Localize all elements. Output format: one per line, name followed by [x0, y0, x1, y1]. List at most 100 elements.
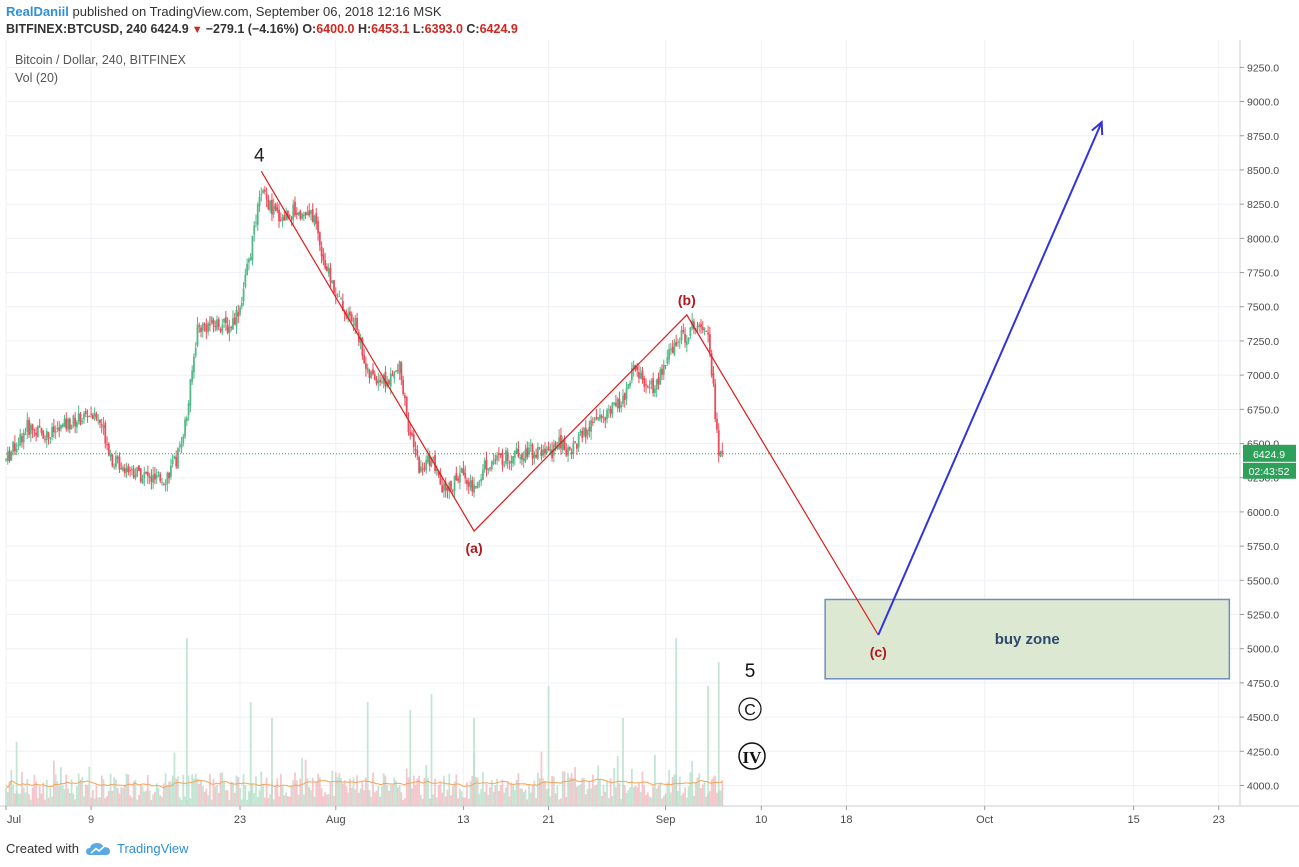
volume-bar	[182, 774, 185, 806]
candle-body	[576, 443, 578, 449]
candle-body	[590, 420, 592, 432]
volume-bar	[703, 781, 706, 806]
volume-bar	[497, 790, 500, 806]
volume-bar	[221, 772, 224, 806]
volume-bar	[666, 782, 669, 806]
candle-body	[405, 396, 408, 418]
candle-body	[531, 444, 534, 459]
volume-bar	[668, 770, 670, 806]
candle-body	[99, 419, 101, 424]
created-with-label: Created with	[6, 841, 79, 856]
candle-body	[315, 213, 318, 224]
volume-bar	[625, 792, 628, 806]
candle-body	[242, 288, 245, 302]
volume-bar	[184, 796, 186, 806]
volume-bar	[104, 798, 107, 806]
volume-bar	[455, 774, 458, 806]
candle-body	[583, 428, 585, 436]
volume-bar	[476, 777, 479, 806]
volume-bar	[506, 782, 509, 806]
candle-body	[515, 447, 518, 454]
candle-body	[326, 266, 328, 272]
volume-bar	[283, 795, 286, 806]
time-tick-label: Sep	[656, 814, 676, 826]
volume-bar	[570, 772, 573, 806]
candle-body	[83, 413, 85, 420]
volume-bar	[533, 780, 536, 806]
candle-body	[517, 449, 520, 457]
candle-body	[629, 382, 631, 386]
candle-body	[524, 449, 527, 462]
volume-bar	[205, 788, 208, 806]
candle-body	[668, 349, 670, 360]
time-tick-label: 21	[542, 814, 554, 826]
volume-bar	[368, 790, 371, 806]
volume-bar	[123, 784, 126, 806]
candle-body	[425, 459, 428, 471]
candle-body	[505, 450, 507, 464]
candle-body	[669, 348, 672, 350]
price-tick-label: 6750.0	[1247, 404, 1279, 416]
volume-bar	[285, 792, 288, 806]
volume-bar	[694, 781, 697, 806]
volume-bar	[132, 781, 135, 806]
candle-body	[17, 444, 20, 447]
candle-body	[441, 485, 444, 493]
volume-bar	[67, 788, 69, 806]
volume-bar	[136, 799, 139, 806]
candle-body	[260, 194, 263, 196]
price-tick-label: 7250.0	[1247, 336, 1279, 348]
volume-bar	[331, 770, 334, 806]
volume-bar	[641, 771, 644, 806]
candle-body	[384, 371, 387, 387]
candle-body	[212, 319, 215, 325]
volume-bar	[685, 797, 688, 806]
volume-bar	[370, 796, 373, 806]
tradingview-logo-text[interactable]: TradingView	[116, 841, 189, 856]
candle-body	[68, 418, 71, 430]
candle-body	[76, 422, 78, 428]
candle-body	[600, 415, 603, 418]
candle-body	[354, 317, 357, 327]
volume-bar	[99, 797, 101, 806]
volume-bar	[531, 784, 534, 806]
candle-body	[521, 454, 523, 460]
candle-body	[487, 468, 490, 471]
volume-bar	[91, 790, 94, 806]
volume-bar	[187, 775, 190, 806]
candle-body	[22, 432, 25, 443]
volume-bar	[687, 786, 690, 806]
candle-body	[373, 373, 376, 380]
candle-body	[334, 294, 337, 297]
volume-bar	[560, 798, 562, 806]
candle-body	[253, 225, 256, 235]
candle-body	[467, 481, 470, 487]
candle-body	[329, 268, 332, 283]
candle-body	[588, 427, 591, 431]
volume-bar	[636, 787, 639, 806]
candle-body	[366, 367, 369, 371]
candle-body	[29, 424, 32, 434]
volume-bar	[377, 785, 380, 806]
volume-bar	[38, 786, 41, 806]
volume-bar	[86, 785, 89, 806]
price-chart[interactable]: buy zone 4 (a) (b) (c) 5 C IV 4000.0 4250.0 4500.…	[0, 40, 1299, 830]
candle-body	[81, 420, 84, 422]
author-link[interactable]: RealDaniil	[6, 4, 69, 19]
tradingview-cloud-icon	[85, 842, 110, 855]
volume-bar	[522, 791, 525, 806]
candle-body	[219, 329, 222, 331]
candle-body	[52, 426, 55, 433]
volume-bar	[97, 797, 100, 806]
candle-body	[584, 427, 587, 438]
volume-bar	[609, 778, 612, 806]
candle-body	[687, 337, 690, 342]
wave-label: (c)	[870, 644, 887, 660]
elliott-wave-line	[260, 170, 879, 636]
candle-body	[333, 280, 335, 294]
candle-body	[416, 450, 419, 456]
candle-body	[664, 365, 667, 367]
candle-body	[638, 372, 640, 379]
volume-bar	[168, 781, 171, 806]
candle-body	[652, 378, 655, 393]
